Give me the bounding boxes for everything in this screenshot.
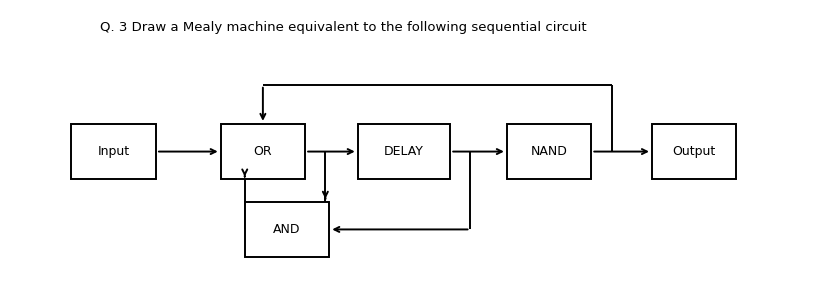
Text: Input: Input xyxy=(97,145,129,158)
Text: Q. 3 Draw a Mealy machine equivalent to the following sequential circuit: Q. 3 Draw a Mealy machine equivalent to … xyxy=(100,21,586,34)
FancyBboxPatch shape xyxy=(357,124,450,179)
Text: AND: AND xyxy=(273,223,301,236)
FancyBboxPatch shape xyxy=(220,124,305,179)
FancyBboxPatch shape xyxy=(244,201,329,257)
Text: OR: OR xyxy=(253,145,272,158)
Text: DELAY: DELAY xyxy=(383,145,423,158)
Text: Output: Output xyxy=(672,145,715,158)
FancyBboxPatch shape xyxy=(71,124,156,179)
FancyBboxPatch shape xyxy=(651,124,735,179)
FancyBboxPatch shape xyxy=(506,124,590,179)
Text: NAND: NAND xyxy=(530,145,567,158)
